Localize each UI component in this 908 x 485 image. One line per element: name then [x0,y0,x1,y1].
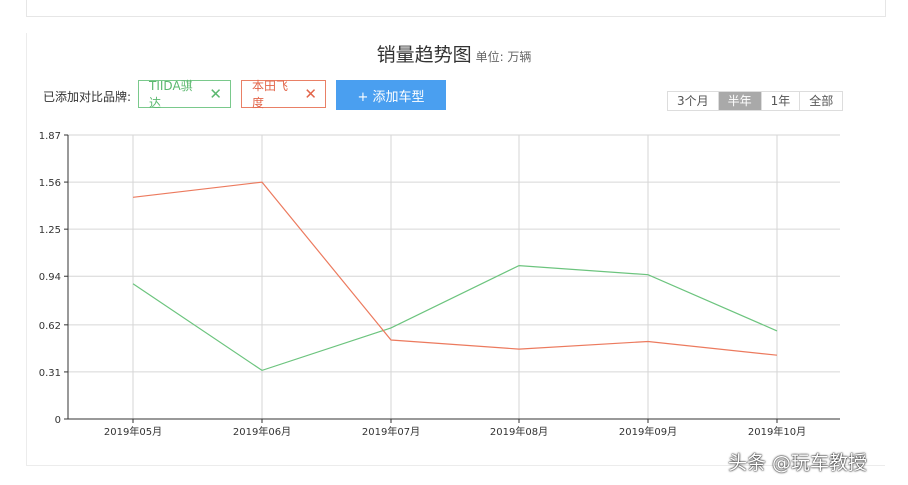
x-tick-label: 2019年07月 [362,425,420,438]
y-tick-label: 1.87 [39,131,61,142]
chart-panel [26,33,885,466]
unit-label: 单位: 万辆 [475,50,532,64]
y-tick-label: 0.62 [39,321,61,332]
range-half-year[interactable]: 半年 [718,92,762,110]
chart-header: 销量趋势图 单位: 万辆 [0,40,908,67]
time-range-selector: 3个月 半年 1年 全部 [667,91,844,111]
add-model-button[interactable]: + 添加车型 [336,80,446,110]
close-icon[interactable]: ✕ [304,85,317,103]
range-all[interactable]: 全部 [800,92,843,110]
series-line-1 [132,264,778,372]
chart-title: 销量趋势图 [376,44,472,66]
x-tick-label: 2019年10月 [748,425,806,438]
range-1-year[interactable]: 1年 [761,92,801,110]
top-panel-frame [26,0,886,17]
brand-tag-fit[interactable]: 本田飞度 ✕ [241,79,326,110]
brand-tag-tiida[interactable]: TIIDA骐达 ✕ [138,79,231,110]
watermark: 头条 @玩车教授 [728,452,868,474]
y-tick-label: 1.25 [39,225,61,236]
x-tick-label: 2019年08月 [490,425,548,438]
x-tick-label: 2019年09月 [619,425,677,438]
x-tick-label: 2019年06月 [233,425,291,438]
added-brands-label: 已添加对比品牌: [43,90,132,104]
x-tick-label: 2019年05月 [104,425,162,438]
y-tick-label: 0.31 [39,368,61,379]
range-3-months[interactable]: 3个月 [668,92,719,110]
brand-tag-label: 本田飞度 [252,79,289,110]
close-icon[interactable]: ✕ [209,85,222,103]
brand-tag-label: TIIDA骐达 [149,79,193,110]
y-tick-label: 0 [55,415,61,426]
y-tick-label: 0.94 [39,272,61,283]
series-line-2 [132,181,778,356]
y-tick-label: 1.56 [39,178,61,189]
